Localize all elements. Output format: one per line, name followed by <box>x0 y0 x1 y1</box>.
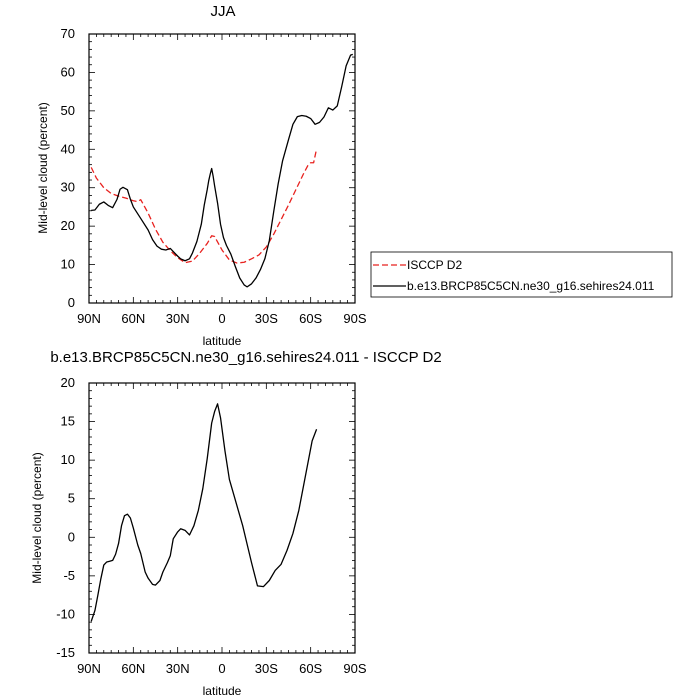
bottom-y-axis-title: Mid-level cloud (percent) <box>30 452 44 583</box>
top-ticks: 90N 60N 30N 0 30S 60S 90S 0 10 20 30 40 50 60 70 <box>61 26 367 326</box>
bottom-y-tick-label: 20 <box>61 375 75 390</box>
legend-box <box>370 251 673 298</box>
bottom-x-axis-title: latitude <box>203 684 242 698</box>
bottom-x-tick-label: 0 <box>218 661 225 676</box>
bottom-x-tick-label: 90S <box>343 661 366 676</box>
top-x-tick-label: 60S <box>299 311 322 326</box>
bottom-plot: b.e13.BRCP85C5CN.ne30_g16.sehires24.011 … <box>30 349 442 698</box>
top-plot: JJA 90N 60N 30N 0 30S 60S 90S 0 10 20 30 40 50 60 70 l… <box>36 3 367 348</box>
bottom-y-tick-label: -10 <box>56 606 75 621</box>
top-plot-frame <box>88 33 356 304</box>
bottom-x-tick-label: 60N <box>121 661 145 676</box>
top-y-tick-label: 20 <box>61 218 75 233</box>
legend-label-isccp: ISCCP D2 <box>407 258 462 272</box>
top-x-tick-label: 30S <box>255 311 278 326</box>
legend-label-model: b.e13.BRCP85C5CN.ne30_g16.sehires24.011 <box>407 279 655 293</box>
top-y-tick-label: 70 <box>61 26 75 41</box>
top-series-line-1 <box>91 53 353 288</box>
bottom-series-line-0 <box>90 403 318 622</box>
bottom-y-tick-label: -5 <box>63 568 75 583</box>
bottom-plot-title: b.e13.BRCP85C5CN.ne30_g16.sehires24.011 … <box>50 349 441 366</box>
bottom-x-tick-label: 60S <box>299 661 322 676</box>
bottom-plot-frame <box>88 382 356 654</box>
bottom-x-tick-label: 30S <box>255 661 278 676</box>
bottom-y-tick-label: -15 <box>56 645 75 660</box>
bottom-y-tick-label: 15 <box>61 414 75 429</box>
top-x-tick-label: 30N <box>166 311 190 326</box>
top-y-axis-title: Mid-level cloud (percent) <box>36 102 50 233</box>
legend: ISCCP D2 b.e13.BRCP85C5CN.ne30_g16.sehir… <box>370 251 673 298</box>
top-x-axis-title: latitude <box>203 334 242 348</box>
bottom-ticks: 90N 60N 30N 0 30S 60S 90S -15 -10 -5 0 5 10 15 20 <box>56 375 367 676</box>
top-y-tick-label: 60 <box>61 64 75 79</box>
top-plot-title: JJA <box>210 3 235 20</box>
top-x-tick-label: 90S <box>343 311 366 326</box>
top-x-tick-label: 60N <box>121 311 145 326</box>
bottom-y-tick-label: 10 <box>61 452 75 467</box>
top-y-tick-label: 0 <box>68 295 75 310</box>
bottom-x-tick-label: 90N <box>77 661 101 676</box>
bottom-y-tick-label: 0 <box>68 529 75 544</box>
top-x-tick-label: 0 <box>218 311 225 326</box>
top-y-tick-label: 30 <box>61 180 75 195</box>
top-series-line-0 <box>90 148 318 264</box>
bottom-y-tick-label: 5 <box>68 491 75 506</box>
bottom-x-tick-label: 30N <box>166 661 190 676</box>
top-y-tick-label: 40 <box>61 141 75 156</box>
top-y-tick-label: 10 <box>61 257 75 272</box>
top-series-group <box>90 53 353 288</box>
bottom-series-group <box>90 403 318 622</box>
top-y-tick-label: 50 <box>61 103 75 118</box>
top-x-tick-label: 90N <box>77 311 101 326</box>
